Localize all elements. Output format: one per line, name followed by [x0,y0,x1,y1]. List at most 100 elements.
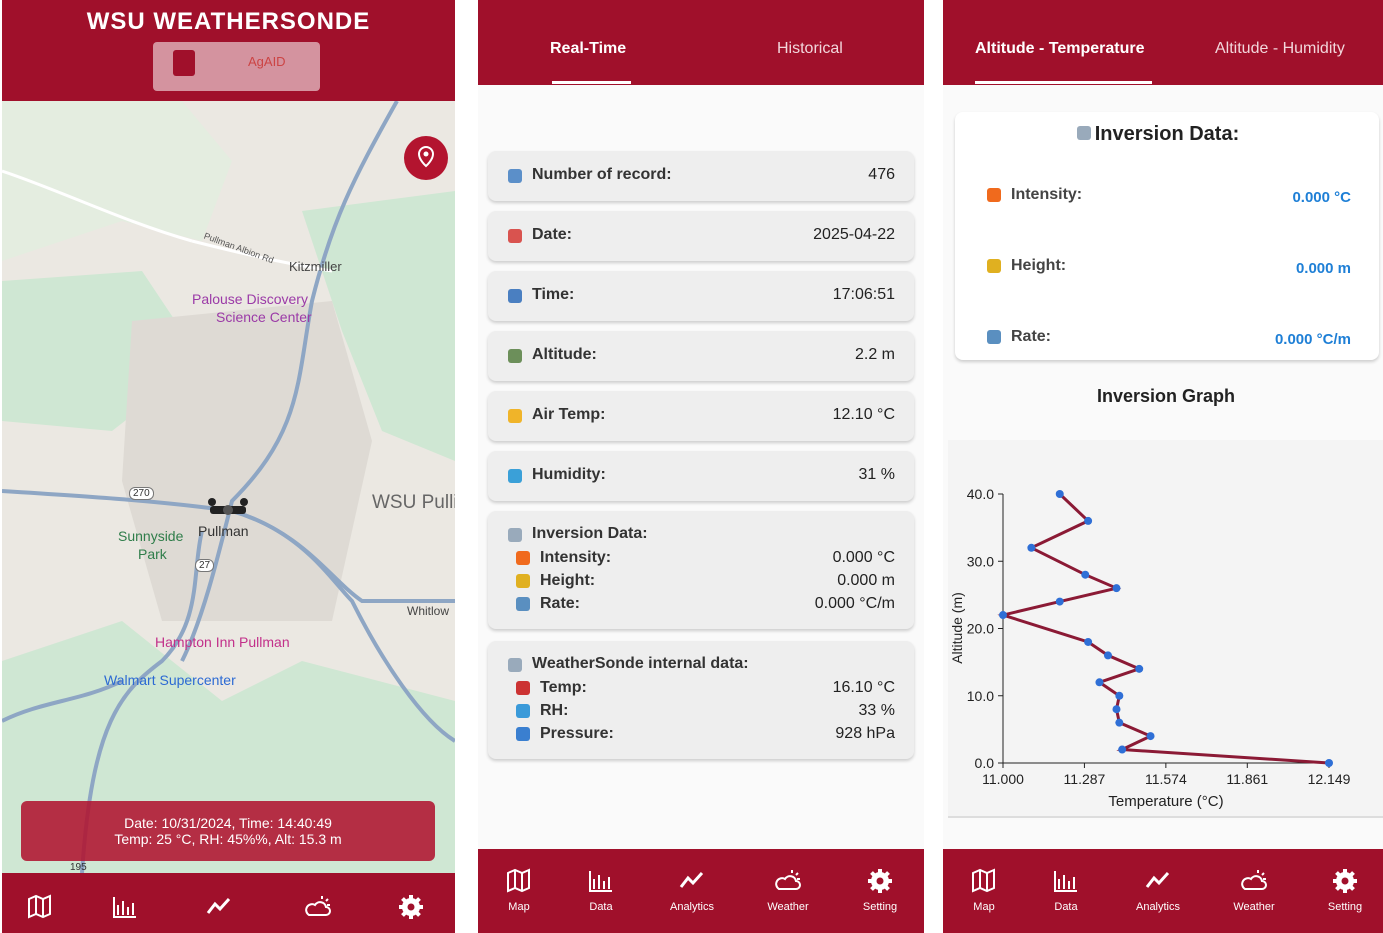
nav-icon [1333,869,1357,893]
map-label: Pullman [198,523,249,539]
nav-item[interactable]: Setting [1305,867,1383,913]
nav-icon [1241,870,1267,890]
info-row: Air Temp: 12.10 °C [488,391,914,441]
nav-item[interactable] [278,893,358,921]
data-point [1081,570,1090,579]
nav-item[interactable]: Setting [840,867,920,913]
nav-item[interactable]: Weather [1214,867,1294,913]
data-point [1103,651,1112,660]
nav-icon [305,896,331,916]
item-icon [516,704,530,718]
nav-bar: Map Data Analytics Weather Setting [943,849,1383,933]
item-label: Intensity: [540,549,612,566]
data-point [1112,705,1121,714]
nav-label: Data [589,901,613,913]
map-label: Park [138,546,167,562]
tab-indicator [975,81,1152,84]
map-screen: WSU WEATHERSONDE AgAID Pullman Albion Rd… [2,0,455,933]
nav-item[interactable]: Weather [748,867,828,913]
map-label: Whitlow [407,604,450,618]
data-point [1112,584,1121,593]
logo-text: AgAID [248,54,286,69]
nav-item[interactable] [179,893,259,921]
nav-item[interactable]: Data [1026,867,1106,913]
row-label: Humidity: [532,466,606,483]
row-value: 2025-04-22 [813,226,895,243]
item-value: 0.000 °C/m [1274,331,1351,348]
data-point [1325,759,1333,767]
overlay-line: Temp: 25 °C, RH: 45%%, Alt: 15.3 m [114,831,342,847]
data-point [1146,732,1155,741]
data-point [1118,745,1127,754]
nav-label: Weather [1233,901,1275,913]
item-label: Rate: [1011,328,1052,345]
row-icon [508,169,522,183]
map-label: Hampton Inn Pullman [155,634,290,650]
y-tick-label: 10.0 [967,688,994,704]
card-icon [508,658,522,672]
row-label: Air Temp: [532,406,606,423]
item-label: Pressure: [540,725,614,742]
row-label: Time: [532,286,575,303]
data-point [1084,637,1093,646]
x-tick-label: 11.000 [982,771,1024,787]
tab[interactable]: Altitude - Temperature [975,40,1145,57]
data-point [1084,516,1093,525]
tab[interactable]: Altitude - Humidity [1215,40,1345,57]
map-label: 27 [195,559,215,572]
nav-icon [972,868,995,893]
row-icon [508,349,522,363]
map-label: 195 [70,862,87,873]
nav-icon [868,869,892,893]
row-label: Number of record: [532,166,672,183]
overlay-line: Date: 10/31/2024, Time: 14:40:49 [124,815,332,831]
nav-item[interactable] [85,893,165,921]
row-icon [508,289,522,303]
map [2,101,455,873]
nav-item[interactable] [2,893,80,921]
nav-item[interactable]: Analytics [652,867,732,913]
nav-item[interactable]: Map [944,867,1024,913]
nav-label: Map [973,901,995,913]
item-icon [516,727,530,741]
info-row: Altitude: 2.2 m [488,331,914,381]
graph-title: Inversion Graph [1096,386,1236,406]
tab[interactable]: Real-Time [550,40,627,57]
tab-header: Altitude - Temperature Altitude - Humidi… [943,0,1383,85]
item-icon [987,259,1001,273]
item-value: 0.000 m [1295,260,1351,277]
nav-bar [2,873,455,933]
nav-item[interactable] [371,893,451,921]
item-label: Intensity: [1011,186,1083,203]
data-screen: Real-Time Historical Number of record: 47… [478,0,924,933]
row-value: 31 % [858,466,895,483]
map-label: Kitzmiller [289,259,342,274]
row-value: 12.10 °C [832,406,895,423]
data-point [1095,678,1104,687]
nav-icon [1145,871,1170,888]
y-tick-label: 30.0 [967,553,994,569]
tab[interactable]: Historical [777,40,843,57]
nav-icon [1054,871,1077,892]
nav-label: Map [508,901,530,913]
data-point [1055,597,1064,606]
item-value: 0.000 °C/m [814,595,895,612]
inversion-card: Inversion Data: Intensity: 0.000 °C Height:… [955,112,1379,360]
item-value: 0.000 °C [1292,189,1351,206]
item-label: Height: [540,572,596,589]
item-value: 16.10 °C [832,679,895,696]
map-label: Science Center [216,309,312,325]
item-icon [987,188,1001,202]
nav-item[interactable]: Map [479,867,559,913]
nav-item[interactable]: Analytics [1118,867,1198,913]
nav-label: Data [1054,901,1078,913]
data-point [1115,718,1124,727]
info-row: Date: 2025-04-22 [488,211,914,261]
nav-item[interactable]: Data [561,867,641,913]
map-label: Walmart Supercenter [104,672,236,688]
nav-label: Weather [767,901,809,913]
item-label: Height: [1011,257,1067,274]
data-point [1135,664,1144,673]
app-title: WSU WEATHERSONDE [86,8,371,35]
